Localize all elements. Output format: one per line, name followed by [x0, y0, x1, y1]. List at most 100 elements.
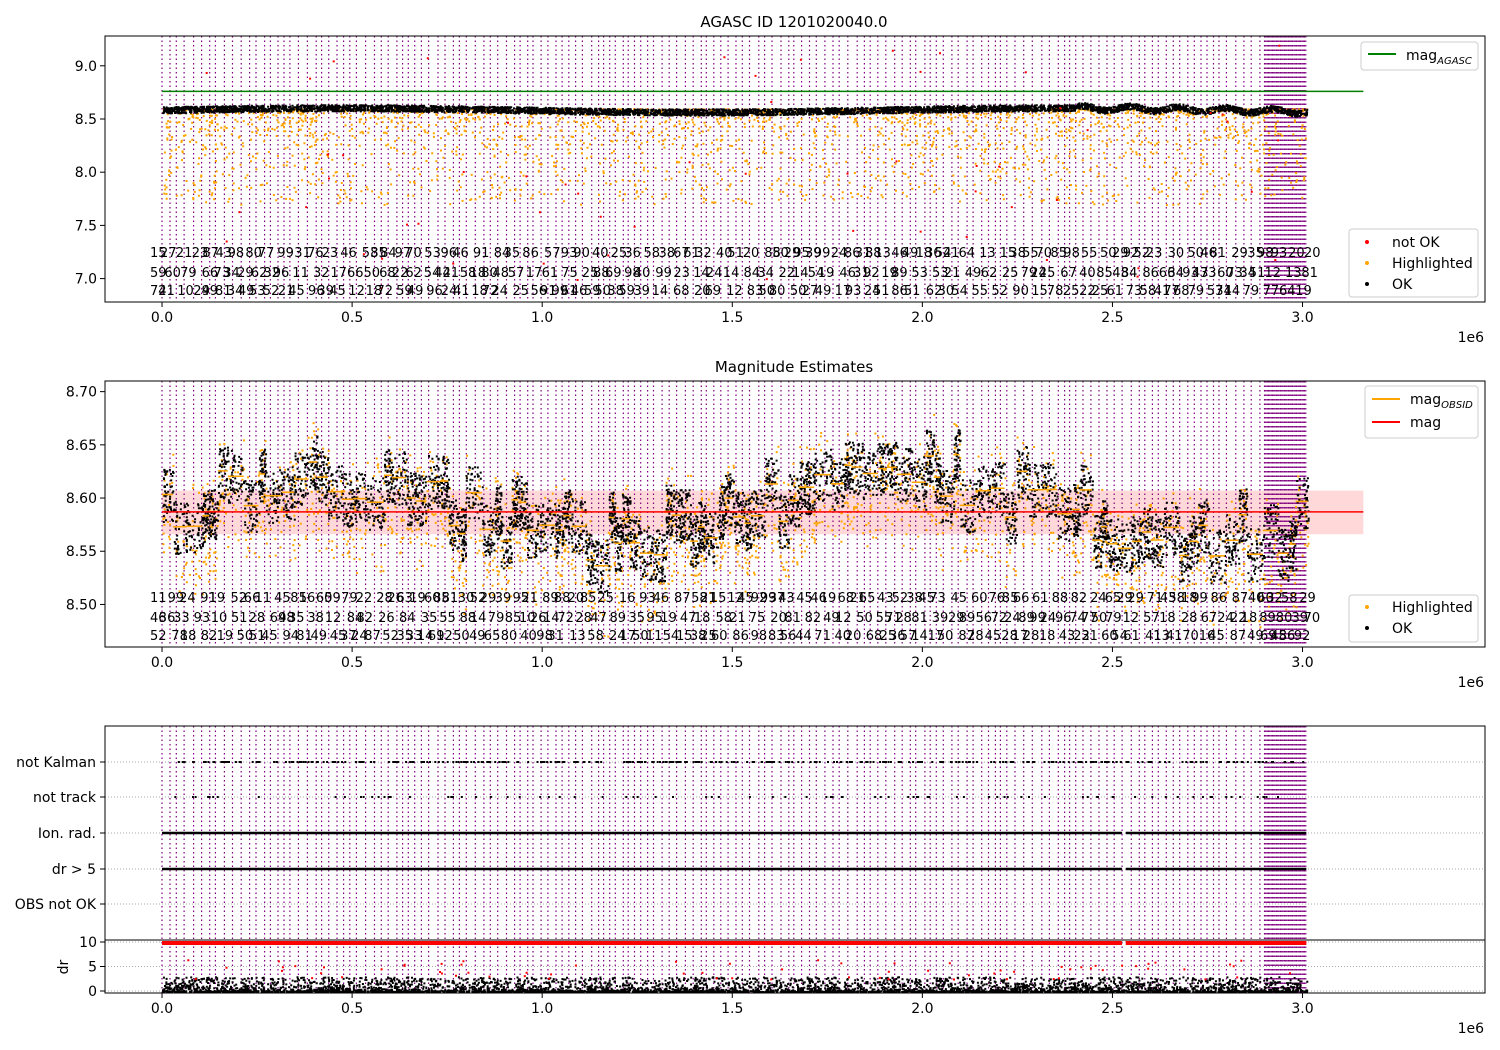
middle-obsid-0-78: 32: [1266, 591, 1283, 606]
top-ytick-label-3: 8.5: [75, 112, 97, 128]
middle-obsid-0-18: 19: [409, 591, 426, 606]
middle-obsid-2-63: 31: [1081, 629, 1098, 644]
middle-obsid-0-8: 45: [274, 591, 291, 606]
middle-obsid-1-35: 21: [729, 611, 746, 626]
top-obsid-1-20: 21: [443, 266, 460, 281]
top-obsid-1-8: 32: [263, 266, 280, 281]
top-obsid-0-23: 84: [494, 246, 511, 261]
top-obsid-2-26: 25: [512, 284, 529, 299]
middle-obsid-1-71: 39: [1292, 611, 1309, 626]
middle-obsid-2-33: 11: [646, 629, 663, 644]
middle-obsid-0-1: 99: [168, 591, 185, 606]
top-obsid-2-38: 68: [673, 284, 690, 299]
top-frame: [104, 35, 1486, 303]
middle-obsid-1-44: 71: [885, 611, 902, 626]
middle-obsid-0-47: 46: [810, 591, 827, 606]
middle-obsid-2-30: 24: [609, 629, 626, 644]
top-obsid-1-15: 68: [379, 266, 396, 281]
flags-offset-label: 1e6: [1458, 1021, 1485, 1037]
middle-xtick-label-2: 1.0: [531, 655, 553, 671]
top-obsid-2-49: 93: [845, 284, 862, 299]
middle-obsid-0-60: 85: [1002, 591, 1019, 606]
top-obsid-2-30: 61: [561, 284, 578, 299]
top-obsid-1-76: 81: [1301, 266, 1318, 281]
middle-obsid-2-45: 40: [835, 629, 852, 644]
middle-obsid-2-71: 16: [1199, 629, 1216, 644]
flags-xtick-label-3: 1.5: [721, 1001, 743, 1017]
middle-obsid-0-35: 46: [653, 591, 670, 606]
top-obsid-1-47: 92: [863, 266, 880, 281]
top-obsid-0-40: 88: [764, 246, 781, 261]
top-obsid-0-20: 96: [441, 246, 458, 261]
top-obsid-0-76: 35: [1247, 246, 1264, 261]
flags-not-track-points: [174, 796, 1279, 798]
middle-obsid-0-71: 58: [1168, 591, 1185, 606]
middle-obsid-0-4: 19: [209, 591, 226, 606]
top-obsid-1-74: 12: [1265, 266, 1282, 281]
middle-obsid-0-76: 40: [1248, 591, 1265, 606]
flags-ticks: 0.0 0.5 1.0 1.5 2.0 2.5 3.0 0 5 10: [79, 761, 1314, 1017]
middle-obsid-2-58: 17: [1012, 629, 1029, 644]
middle-obsid-1-30: 95: [647, 611, 664, 626]
top-legend-not-ok: not OK: [1392, 235, 1440, 251]
middle-obsid-0-55: 45: [918, 591, 935, 606]
dr-ytick-label-0: 0: [88, 984, 97, 1000]
middle-obsid-1-51: 72: [991, 611, 1008, 626]
middle-obsid-0-13: 79: [341, 591, 358, 606]
flags-xtick-label-1: 0.5: [341, 1001, 363, 1017]
top-obsid-2-36: 39: [633, 284, 650, 299]
middle-obsid-0-45: 43: [778, 591, 795, 606]
top-obsid-2-64: 25: [1092, 284, 1109, 299]
top-obsid-1-49: 89: [891, 266, 908, 281]
flags-xtick-label-5: 2.5: [1101, 1001, 1123, 1017]
middle-obsid-2-54: 87: [958, 629, 975, 644]
middle-obsid-2-38: 60: [711, 629, 728, 644]
top-obsid-1-67: 93: [1182, 266, 1199, 281]
middle-obsid-2-65: 54: [1111, 629, 1128, 644]
top-obsid-0-11: 76: [307, 246, 324, 261]
top-obsid-2-74: 14: [1224, 284, 1241, 299]
middle-obsid-1-10: 38: [307, 611, 324, 626]
middle-obsid-2-19: 61: [428, 629, 445, 644]
middle-obsid-1-19: 14: [470, 611, 487, 626]
flag-label-obs-not-ok: OBS not OK: [15, 897, 97, 913]
middle-frame: [104, 380, 1486, 648]
top-obsid-0-0: 15: [150, 246, 167, 261]
middle-obsid-2-47: 68: [866, 629, 883, 644]
top-obsid-0-33: 38: [659, 246, 676, 261]
top-obsid-1-72: 34: [1240, 266, 1257, 281]
middle-obsid-2-69: 41: [1166, 629, 1183, 644]
top-obsid-0-36: 32: [695, 246, 712, 261]
top-obsid-0-2: 21: [176, 246, 193, 261]
middle-obsid-1-7: 64: [270, 611, 287, 626]
middle-ytick-label-4: 8.70: [66, 385, 97, 401]
middle-obsid-1-57: 74: [1069, 611, 1086, 626]
middle-obsid-2-28: 13: [569, 629, 586, 644]
middle-obsid-2-41: 83: [768, 629, 785, 644]
middle-obsid-0-79: 58: [1281, 591, 1298, 606]
top-obsid-0-71: 30: [1168, 246, 1185, 261]
top-legend-ok: OK: [1392, 277, 1413, 293]
middle-obsid-1-41: 12: [835, 611, 852, 626]
top-obsid-0-21: 46: [452, 246, 469, 261]
middle-obsid-0-39: 15: [710, 591, 727, 606]
top-obsid-0-79: 20: [1288, 246, 1305, 261]
middle-obsid-2-76: 45: [1270, 629, 1287, 644]
middle-offset-label: 1e6: [1458, 675, 1485, 691]
top-obsid-0-16: 84: [380, 246, 397, 261]
top-obsid-1-44: 19: [818, 266, 835, 281]
middle-obsid-2-2: 18: [180, 629, 197, 644]
dr-not-ok-points: [187, 959, 1291, 981]
top-obsid-1-42: 14: [792, 266, 809, 281]
top-obsid-2-55: 30: [938, 284, 955, 299]
middle-obsid-2-5: 50: [237, 629, 254, 644]
top-obsid-0-34: 67: [673, 246, 690, 261]
top-obsid-1-54: 62: [981, 266, 998, 281]
middle-obsid-0-72: 18: [1181, 591, 1198, 606]
middle-obsid-1-66: 24: [1217, 611, 1234, 626]
middle-obsid-0-62: 61: [1032, 591, 1049, 606]
top-obsid-1-2: 79: [180, 266, 197, 281]
top-obsid-2-62: 25: [1063, 284, 1080, 299]
middle-obsid-1-13: 82: [357, 611, 374, 626]
